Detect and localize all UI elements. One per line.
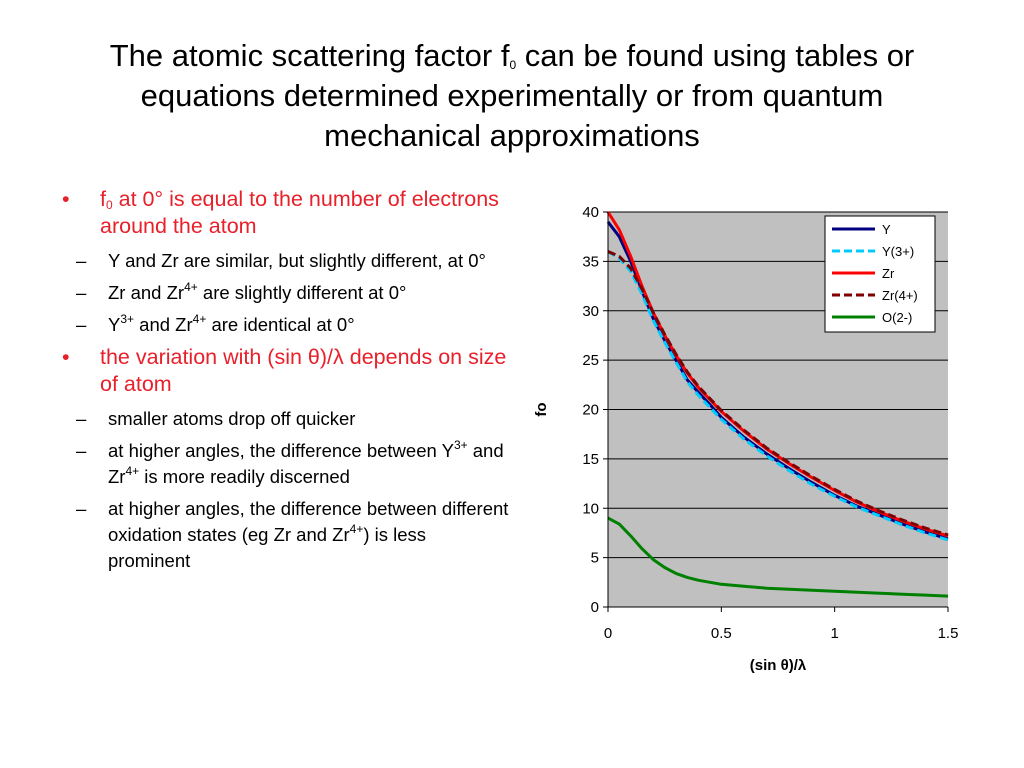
- dash-icon: –: [76, 282, 87, 303]
- series-line-o-2: [607, 516, 949, 598]
- bullet-list: • f0 at 0° is equal to the number of ele…: [62, 186, 512, 580]
- dash-icon: –: [76, 314, 87, 335]
- legend-label: Y(3+): [882, 244, 914, 259]
- y-axis-label: fo: [533, 402, 550, 416]
- legend-label: Zr(4+): [882, 288, 918, 303]
- y-tick-label: 25: [582, 352, 599, 369]
- x-tick-label: 1: [830, 625, 838, 642]
- bullet-variation-size: • the variation with (sin θ)/λ depends o…: [62, 345, 507, 396]
- y-tick-label: 35: [582, 253, 599, 270]
- x-tick-label: 1.5: [938, 625, 959, 642]
- dash-icon: –: [76, 250, 87, 271]
- y-tick-label: 15: [582, 451, 599, 468]
- title-line-3: mechanical approximations: [324, 118, 700, 153]
- sub-bullet-y3-zr4-identical: – Y3+ and Zr4+ are identical at 0°: [62, 312, 512, 338]
- sub-bullet-zr-zr4: – Zr and Zr4+ are slightly different at …: [62, 280, 512, 306]
- y-tick-label: 40: [582, 204, 599, 221]
- axes: 0 5 10 15 20 25 30 35 40 0 0.5 1 1.5: [582, 204, 958, 642]
- title-line-1: The atomic scattering factor f0 can be f…: [109, 38, 915, 73]
- scattering-factor-chart: 0 5 10 15 20 25 30 35 40 0 0.5 1 1.5 fo (sin θ)/λ YY…: [533, 204, 958, 674]
- series-line-zr-4: [607, 250, 949, 537]
- x-tick-label: 0.5: [711, 625, 732, 642]
- title-line-2: equations determined experimentally or f…: [140, 78, 884, 113]
- sub-bullet-oxidation-states: – at higher angles, the difference betwe…: [76, 498, 509, 571]
- sub-bullet-smaller-atoms: – smaller atoms drop off quicker: [62, 406, 512, 432]
- y-tick-label: 5: [591, 550, 599, 567]
- dash-icon: –: [76, 408, 87, 429]
- dash-icon: –: [76, 498, 87, 519]
- bullet-f0-electrons: • f0 at 0° is equal to the number of ele…: [62, 187, 499, 238]
- y-tick-label: 20: [582, 402, 599, 419]
- sub-bullet-y-zr-similar: – Y and Zr are similar, but slightly dif…: [62, 248, 512, 274]
- slide-title: The atomic scattering factor f0 can be f…: [30, 36, 994, 156]
- legend-label: Y: [882, 222, 891, 237]
- bullet-icon: •: [62, 345, 70, 369]
- legend: Y Y(3+) Zr Zr(4+) O(2-): [824, 215, 936, 333]
- series-line-y-3: [607, 250, 949, 542]
- x-axis-label: (sin θ)/λ: [750, 657, 807, 674]
- x-tick-label: 0: [604, 625, 612, 642]
- series-lines: [606, 211, 949, 598]
- y-tick-label: 10: [582, 500, 599, 517]
- legend-label: Zr: [882, 266, 895, 281]
- bullet-icon: •: [62, 187, 70, 211]
- legend-label: O(2-): [882, 310, 912, 325]
- y-tick-label: 0: [591, 599, 599, 616]
- dash-icon: –: [76, 440, 87, 461]
- y-tick-label: 30: [582, 303, 599, 320]
- sub-bullet-higher-angles-y-zr: – at higher angles, the difference betwe…: [76, 438, 504, 487]
